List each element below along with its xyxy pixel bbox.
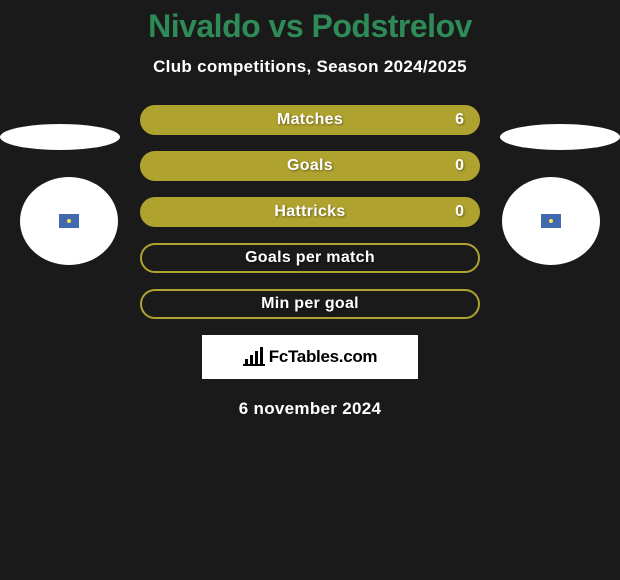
flag-icon: [541, 214, 561, 228]
brand-text: FcTables.com: [269, 347, 378, 367]
stat-row-matches: Matches 6: [140, 105, 480, 135]
stat-label: Goals: [287, 157, 333, 175]
player-right-disc: [500, 124, 620, 150]
player-right-circle: [502, 177, 600, 265]
stat-row-goals-per-match: Goals per match: [140, 243, 480, 273]
stat-label: Matches: [277, 111, 343, 129]
stat-row-hattricks: Hattricks 0: [140, 197, 480, 227]
footer-date: 6 november 2024: [0, 399, 620, 419]
stat-label: Min per goal: [261, 295, 359, 313]
stat-label: Goals per match: [245, 249, 375, 267]
brand-panel: FcTables.com: [202, 335, 418, 379]
stat-value: 6: [455, 111, 464, 129]
stat-label: Hattricks: [274, 203, 345, 221]
flag-icon: [59, 214, 79, 228]
page-title: Nivaldo vs Podstrelov: [0, 0, 620, 45]
bar-chart-icon: [243, 348, 265, 366]
player-left-circle: [20, 177, 118, 265]
stat-row-min-per-goal: Min per goal: [140, 289, 480, 319]
stat-value: 0: [455, 203, 464, 221]
stat-value: 0: [455, 157, 464, 175]
stats-container: Matches 6 Goals 0 Hattricks 0 Goals per …: [140, 105, 480, 319]
player-left-disc: [0, 124, 120, 150]
page-subtitle: Club competitions, Season 2024/2025: [0, 57, 620, 77]
stat-row-goals: Goals 0: [140, 151, 480, 181]
